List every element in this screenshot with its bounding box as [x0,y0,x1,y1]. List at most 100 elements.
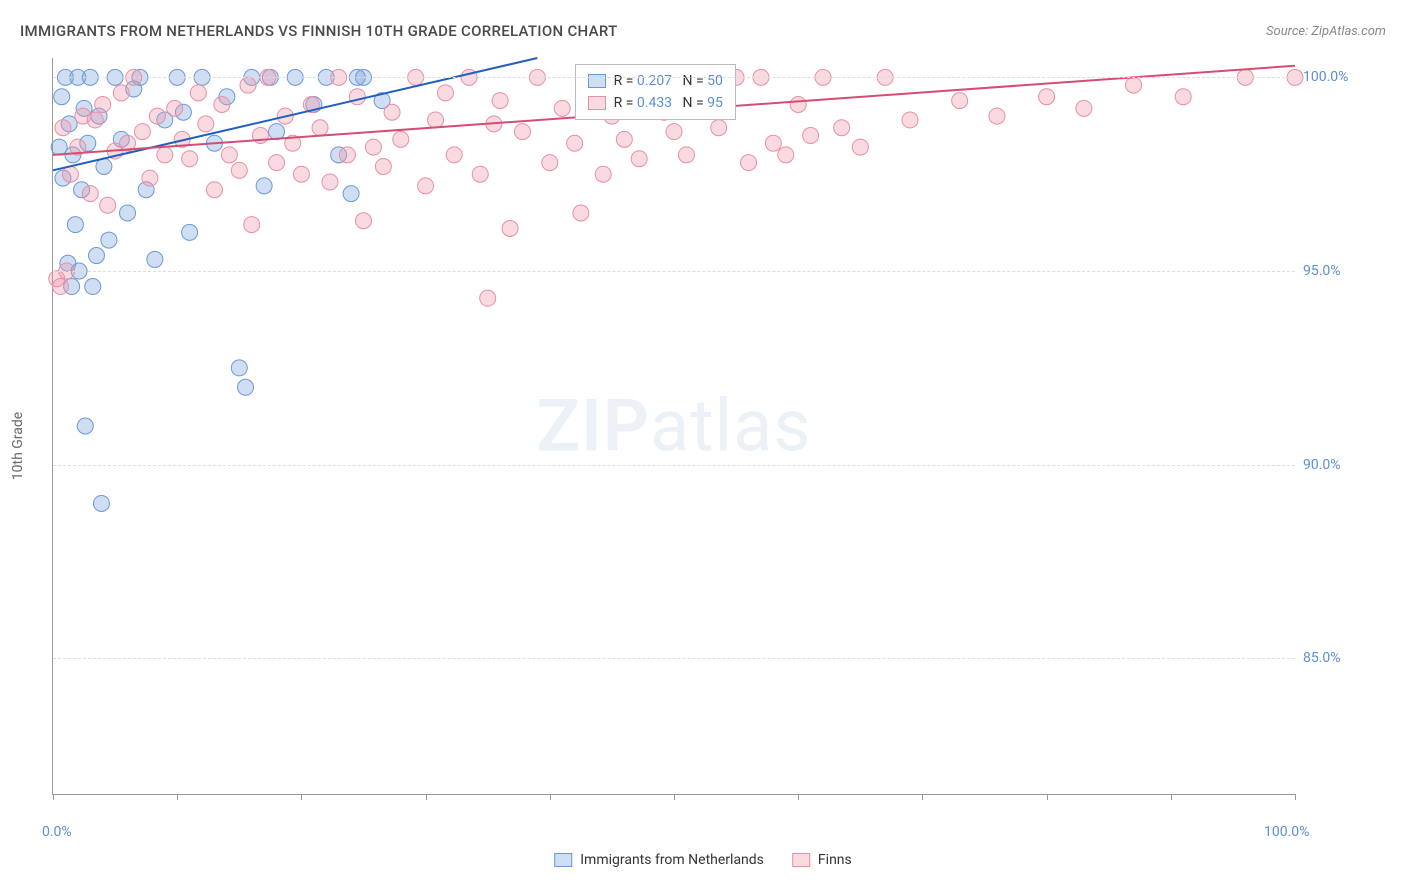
x-tick [1047,794,1048,800]
data-point [1126,77,1142,93]
data-point [952,93,968,109]
data-point [989,108,1005,124]
data-point [567,135,583,151]
data-point [269,155,285,171]
legend-swatch [588,96,606,110]
data-point [240,77,256,93]
data-point [87,112,103,128]
correlation-legend: R = 0.207 N = 50 R = 0.433 N = 95 [575,64,736,120]
data-point [573,205,589,221]
x-tick [1295,794,1296,800]
series-legend: Immigrants from Netherlands Finns [554,852,852,868]
x-tick [426,794,427,800]
data-point [182,224,198,240]
x-tick [922,794,923,800]
data-point [67,217,83,233]
data-point [269,124,285,140]
data-point [256,178,272,194]
data-point [82,186,98,202]
y-tick-label: 100.0% [1303,69,1363,85]
x-tick [550,794,551,800]
data-point [149,108,165,124]
data-point [375,158,391,174]
data-point [778,147,794,163]
scatter-plot-svg [53,58,1295,794]
data-point [437,85,453,101]
data-point [502,220,518,236]
data-point [446,147,462,163]
y-axis-label: 10th Grade [10,412,26,480]
x-tick [177,794,178,800]
x-label-right: 100.0% [1264,824,1309,840]
data-point [902,112,918,128]
data-point [542,155,558,171]
legend-swatch [554,853,572,867]
data-point [418,178,434,194]
legend-text: R = 0.433 N = 95 [614,95,723,111]
data-point [834,120,850,136]
gridline [53,77,1295,78]
data-point [514,124,530,140]
data-point [428,112,444,128]
data-point [93,495,109,511]
data-point [393,131,409,147]
data-point [100,197,116,213]
legend-text: R = 0.207 N = 50 [614,73,723,89]
data-point [339,147,355,163]
data-point [1076,100,1092,116]
data-point [384,104,400,120]
data-point [101,232,117,248]
data-point [54,89,70,105]
data-point [741,155,757,171]
data-point [95,96,111,112]
data-point [214,96,230,112]
data-point [198,116,214,132]
data-point [343,186,359,202]
data-point [356,213,372,229]
y-tick-label: 85.0% [1303,650,1363,666]
data-point [190,85,206,101]
data-point [142,170,158,186]
x-tick [1171,794,1172,800]
data-point [77,418,93,434]
series-legend-label: Immigrants from Netherlands [580,852,764,868]
data-point [492,93,508,109]
chart-title: IMMIGRANTS FROM NETHERLANDS VS FINNISH 1… [20,22,618,40]
x-tick [798,794,799,800]
data-point [231,162,247,178]
data-point [554,100,570,116]
data-point [182,151,198,167]
data-point [616,131,632,147]
legend-swatch [792,853,810,867]
data-point [1039,89,1055,105]
x-tick [301,794,302,800]
data-point [120,205,136,221]
title-row: IMMIGRANTS FROM NETHERLANDS VS FINNISH 1… [20,22,1386,40]
data-point [322,174,338,190]
data-point [666,124,682,140]
data-point [113,85,129,101]
data-point [157,147,173,163]
legend-row: R = 0.207 N = 50 [588,70,723,92]
data-point [134,124,150,140]
gridline [53,271,1295,272]
data-point [472,166,488,182]
gridline [53,465,1295,466]
data-point [480,290,496,306]
data-point [167,100,183,116]
legend-row: R = 0.433 N = 95 [588,92,723,114]
legend-swatch [588,74,606,88]
data-point [238,379,254,395]
data-point [852,139,868,155]
data-point [711,120,727,136]
data-point [349,89,365,105]
plot-area: ZIPatlas R = 0.207 N = 50R = 0.433 N = 9… [52,58,1295,795]
series-legend-item: Finns [792,852,852,868]
chart-container: IMMIGRANTS FROM NETHERLANDS VS FINNISH 1… [0,0,1406,892]
data-point [293,166,309,182]
data-point [365,139,381,155]
data-point [595,166,611,182]
data-point [55,120,71,136]
data-point [765,135,781,151]
data-point [678,147,694,163]
